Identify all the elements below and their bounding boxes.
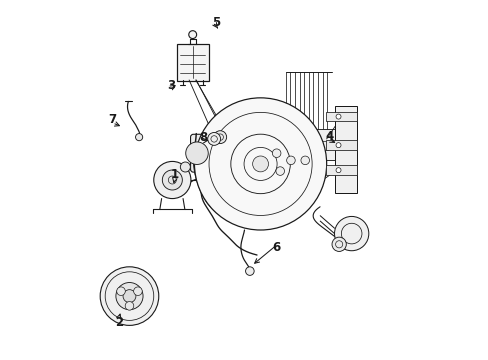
Text: 6: 6: [272, 241, 280, 255]
Circle shape: [133, 287, 142, 296]
FancyBboxPatch shape: [325, 112, 356, 121]
Circle shape: [331, 237, 346, 251]
Circle shape: [300, 156, 309, 165]
Text: 3: 3: [167, 79, 175, 92]
Circle shape: [135, 134, 142, 141]
FancyBboxPatch shape: [325, 140, 356, 150]
Circle shape: [116, 283, 143, 310]
FancyBboxPatch shape: [325, 165, 356, 175]
Circle shape: [207, 132, 220, 145]
Text: 4: 4: [325, 130, 333, 143]
FancyBboxPatch shape: [334, 106, 356, 193]
Circle shape: [180, 162, 190, 172]
Circle shape: [286, 156, 295, 165]
FancyBboxPatch shape: [281, 129, 336, 159]
FancyBboxPatch shape: [177, 44, 208, 81]
Circle shape: [188, 31, 196, 39]
Circle shape: [123, 290, 136, 302]
Circle shape: [252, 156, 268, 172]
Text: 8: 8: [199, 131, 207, 144]
Circle shape: [185, 142, 208, 165]
Circle shape: [335, 168, 340, 173]
FancyBboxPatch shape: [190, 134, 242, 172]
Circle shape: [335, 114, 340, 119]
Circle shape: [125, 302, 134, 310]
Circle shape: [162, 170, 182, 190]
Text: 2: 2: [115, 316, 122, 329]
Circle shape: [245, 267, 254, 275]
Text: 7: 7: [108, 113, 116, 126]
Circle shape: [153, 161, 190, 199]
Circle shape: [275, 167, 284, 175]
Text: 5: 5: [211, 16, 220, 29]
Circle shape: [335, 143, 340, 148]
Circle shape: [213, 131, 226, 144]
Circle shape: [272, 149, 281, 157]
Circle shape: [194, 98, 326, 230]
Circle shape: [334, 216, 368, 251]
Circle shape: [100, 267, 159, 325]
Circle shape: [117, 287, 125, 296]
Text: 1: 1: [170, 168, 179, 181]
